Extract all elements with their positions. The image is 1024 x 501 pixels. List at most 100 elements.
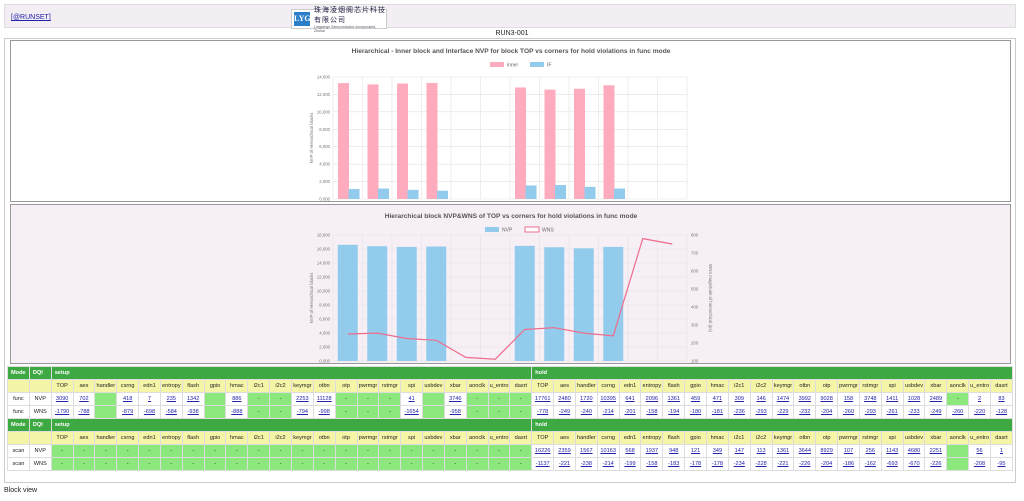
- hold-value-cell[interactable]: -293: [858, 405, 882, 419]
- hold-value-cell[interactable]: -180: [684, 405, 707, 419]
- hold-value-cell[interactable]: 10395: [596, 392, 620, 406]
- setup-value-cell[interactable]: 418: [116, 392, 140, 406]
- setup-value-cell[interactable]: -958: [443, 405, 467, 419]
- hold-value-cell[interactable]: 158: [837, 392, 860, 406]
- hold-value-cell[interactable]: -204: [815, 457, 839, 471]
- hold-value-cell[interactable]: -95: [989, 457, 1014, 471]
- setup-value-cell[interactable]: -888: [225, 405, 249, 419]
- setup-value-cell[interactable]: -698: [138, 405, 161, 419]
- hold-value-cell[interactable]: -228: [749, 457, 773, 471]
- hold-value-cell[interactable]: -178: [684, 457, 707, 471]
- hold-value-cell[interactable]: 1361: [662, 392, 686, 406]
- setup-value-cell[interactable]: -1654: [400, 405, 424, 419]
- hold-value-cell[interactable]: -158: [640, 405, 664, 419]
- hold-value-cell[interactable]: 2489: [924, 392, 948, 406]
- hold-value-cell[interactable]: -233: [902, 405, 926, 419]
- hold-value-cell[interactable]: 17761: [531, 392, 555, 406]
- hold-value-cell[interactable]: 256: [858, 444, 882, 458]
- setup-value-cell[interactable]: 11128: [312, 392, 336, 406]
- setup-value-cell[interactable]: -879: [116, 405, 140, 419]
- hold-value-cell[interactable]: -229: [771, 405, 795, 419]
- setup-value-cell[interactable]: -998: [312, 405, 336, 419]
- hold-value-cell[interactable]: -260: [946, 405, 970, 419]
- hold-value-cell[interactable]: 10163: [596, 444, 620, 458]
- setup-value-cell[interactable]: 702: [72, 392, 96, 406]
- hold-value-cell[interactable]: -221: [771, 457, 795, 471]
- hold-value-cell[interactable]: -194: [662, 405, 686, 419]
- hold-value-cell[interactable]: 1028: [902, 392, 926, 406]
- hold-value-cell[interactable]: 121: [684, 444, 707, 458]
- hold-value-cell[interactable]: -201: [618, 405, 642, 419]
- hold-value-cell[interactable]: 349: [706, 444, 729, 458]
- setup-value-cell[interactable]: -788: [72, 405, 96, 419]
- hold-value-cell[interactable]: 1567: [574, 444, 598, 458]
- hold-value-cell[interactable]: 2: [968, 392, 991, 406]
- hold-value-cell[interactable]: 146: [749, 392, 773, 406]
- hold-value-cell[interactable]: 309: [727, 392, 751, 406]
- hold-value-cell[interactable]: -204: [815, 405, 839, 419]
- setup-value-cell[interactable]: 235: [159, 392, 183, 406]
- hold-value-cell[interactable]: 16226: [531, 444, 555, 458]
- hold-value-cell[interactable]: 113: [749, 444, 773, 458]
- hold-value-cell[interactable]: 83: [989, 392, 1014, 406]
- hold-value-cell[interactable]: -158: [640, 457, 664, 471]
- hold-value-cell[interactable]: 8929: [815, 444, 839, 458]
- hold-value-cell[interactable]: 641: [618, 392, 642, 406]
- hold-value-cell[interactable]: -260: [837, 405, 860, 419]
- hold-value-cell[interactable]: 3644: [793, 444, 817, 458]
- hold-value-cell[interactable]: 1361: [771, 444, 795, 458]
- hold-value-cell[interactable]: -208: [968, 457, 991, 471]
- hold-value-cell[interactable]: -226: [924, 457, 948, 471]
- hold-value-cell[interactable]: -128: [989, 405, 1014, 419]
- hold-value-cell[interactable]: 3992: [793, 392, 817, 406]
- hold-value-cell[interactable]: 1143: [880, 444, 904, 458]
- hold-value-cell[interactable]: 2480: [553, 392, 576, 406]
- hold-value-cell[interactable]: -214: [596, 405, 620, 419]
- hold-value-cell[interactable]: -183: [662, 457, 686, 471]
- hold-value-cell[interactable]: 107: [837, 444, 860, 458]
- hold-value-cell[interactable]: -221: [553, 457, 576, 471]
- hold-value-cell[interactable]: -178: [706, 457, 729, 471]
- hold-value-cell[interactable]: 1937: [640, 444, 664, 458]
- hold-value-cell[interactable]: 56: [968, 444, 991, 458]
- hold-value-cell[interactable]: -181: [706, 405, 729, 419]
- setup-value-cell[interactable]: 41: [400, 392, 424, 406]
- hold-value-cell[interactable]: 2359: [553, 444, 576, 458]
- setup-value-cell[interactable]: 7: [138, 392, 161, 406]
- hold-value-cell[interactable]: -226: [793, 457, 817, 471]
- hold-value-cell[interactable]: 1474: [771, 392, 795, 406]
- runset-link[interactable]: [@RUNSET]: [11, 14, 51, 21]
- setup-value-cell[interactable]: 2253: [290, 392, 314, 406]
- hold-value-cell[interactable]: 147: [727, 444, 751, 458]
- hold-value-cell[interactable]: 1720: [574, 392, 598, 406]
- hold-value-cell[interactable]: -261: [880, 405, 904, 419]
- hold-value-cell[interactable]: 9028: [815, 392, 839, 406]
- setup-value-cell[interactable]: -794: [290, 405, 314, 419]
- hold-value-cell[interactable]: -162: [858, 457, 882, 471]
- hold-value-cell[interactable]: 568: [618, 444, 642, 458]
- hold-value-cell[interactable]: -220: [968, 405, 991, 419]
- setup-value-cell[interactable]: -938: [181, 405, 205, 419]
- setup-value-cell[interactable]: 1342: [181, 392, 205, 406]
- hold-value-cell[interactable]: 2096: [640, 392, 664, 406]
- setup-value-cell[interactable]: -1790: [50, 405, 74, 419]
- hold-value-cell[interactable]: 948: [662, 444, 686, 458]
- hold-value-cell[interactable]: -234: [727, 457, 751, 471]
- hold-value-cell[interactable]: -238: [574, 457, 598, 471]
- hold-value-cell[interactable]: -232: [793, 405, 817, 419]
- hold-value-cell[interactable]: -236: [727, 405, 751, 419]
- hold-value-cell[interactable]: -199: [618, 457, 642, 471]
- hold-value-cell[interactable]: 459: [684, 392, 707, 406]
- hold-value-cell[interactable]: -249: [924, 405, 948, 419]
- setup-value-cell[interactable]: 886: [225, 392, 249, 406]
- hold-value-cell[interactable]: -693: [880, 457, 904, 471]
- hold-value-cell[interactable]: 1411: [880, 392, 904, 406]
- hold-value-cell[interactable]: 2251: [924, 444, 948, 458]
- hold-value-cell[interactable]: -240: [574, 405, 598, 419]
- hold-value-cell[interactable]: -249: [553, 405, 576, 419]
- hold-value-cell[interactable]: -670: [902, 457, 926, 471]
- setup-value-cell[interactable]: 3746: [443, 392, 467, 406]
- setup-value-cell[interactable]: 3090: [50, 392, 74, 406]
- hold-value-cell[interactable]: 4680: [902, 444, 926, 458]
- hold-value-cell[interactable]: -214: [596, 457, 620, 471]
